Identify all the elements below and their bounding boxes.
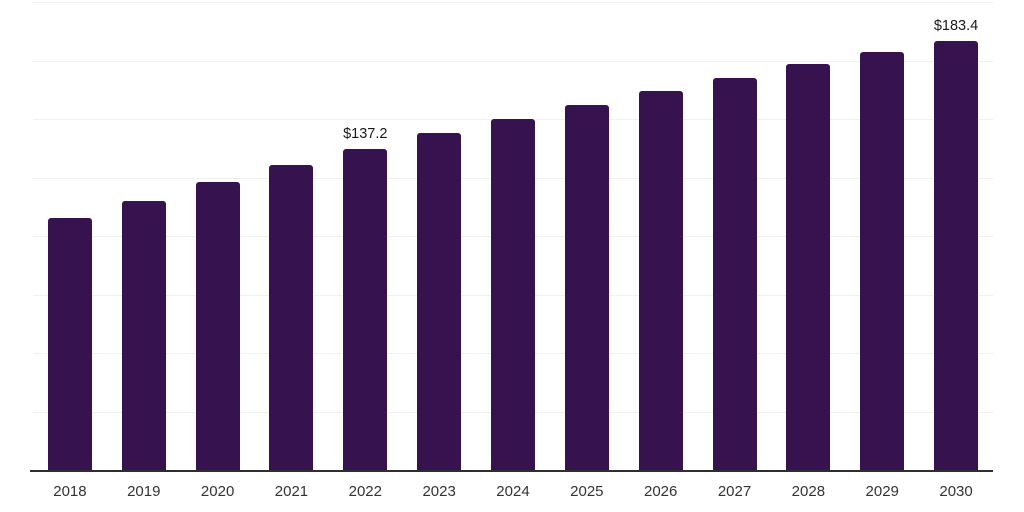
bar-slot-2029 (845, 2, 919, 470)
bar-2019[interactable] (121, 200, 166, 470)
bar-2023[interactable] (417, 133, 462, 470)
x-tick-2019: 2019 (127, 483, 161, 500)
bar-slot-2020 (181, 2, 255, 470)
bar-2024[interactable] (490, 119, 535, 470)
x-tick-2022: 2022 (348, 483, 382, 500)
gridline-200 (33, 2, 993, 3)
gridline-175 (33, 60, 993, 62)
data-label-2022: $137.2 (343, 126, 388, 143)
bar-slot-2018 (33, 2, 107, 470)
data-label-2030: $183.4 (933, 18, 979, 35)
bar-slot-2027 (698, 2, 772, 470)
bar-2020[interactable] (195, 182, 240, 470)
x-tick-2020: 2020 (200, 483, 235, 500)
x-tick-2018: 2018 (53, 483, 87, 500)
x-tick-2023: 2023 (422, 483, 456, 500)
bar-slot-2023 (402, 2, 476, 470)
plot-area: $137.2 $183.4 (30, 2, 993, 472)
bar-2025[interactable] (564, 105, 609, 470)
bar-slot-2030: $183.4 (919, 2, 993, 470)
bar-2028[interactable] (786, 63, 831, 470)
bar-slot-2019 (107, 2, 181, 470)
bar-slot-2028 (771, 2, 845, 470)
bar-2030[interactable] (934, 40, 979, 470)
x-tick-2029: 2029 (865, 483, 899, 500)
bar-slot-2022: $137.2 (328, 2, 402, 470)
bar-slot-2026 (624, 2, 698, 470)
x-tick-2030: 2030 (939, 483, 973, 500)
x-tick-2025: 2025 (570, 483, 604, 500)
bar-slot-2025 (550, 2, 624, 470)
bar-slot-2021 (255, 2, 329, 470)
x-tick-2021: 2021 (274, 483, 309, 500)
x-axis-tick-labels: 2018 2019 2020 2021 2022 2023 2024 2025 2026 2027… (33, 483, 993, 501)
bar-2027[interactable] (712, 77, 757, 470)
x-tick-2028: 2028 (791, 483, 826, 500)
x-tick-2024: 2024 (496, 483, 530, 500)
bars-layer: $137.2 $183.4 (33, 2, 993, 470)
bar-2026[interactable] (638, 90, 683, 470)
bar-2018[interactable] (47, 217, 92, 470)
bar-2029[interactable] (860, 52, 905, 470)
x-axis-line (30, 470, 993, 472)
x-tick-2026: 2026 (643, 483, 678, 500)
bar-2022[interactable] (343, 149, 388, 470)
bar-slot-2024 (476, 2, 550, 470)
bar-2021[interactable] (269, 164, 314, 470)
x-tick-2027: 2027 (717, 483, 752, 500)
